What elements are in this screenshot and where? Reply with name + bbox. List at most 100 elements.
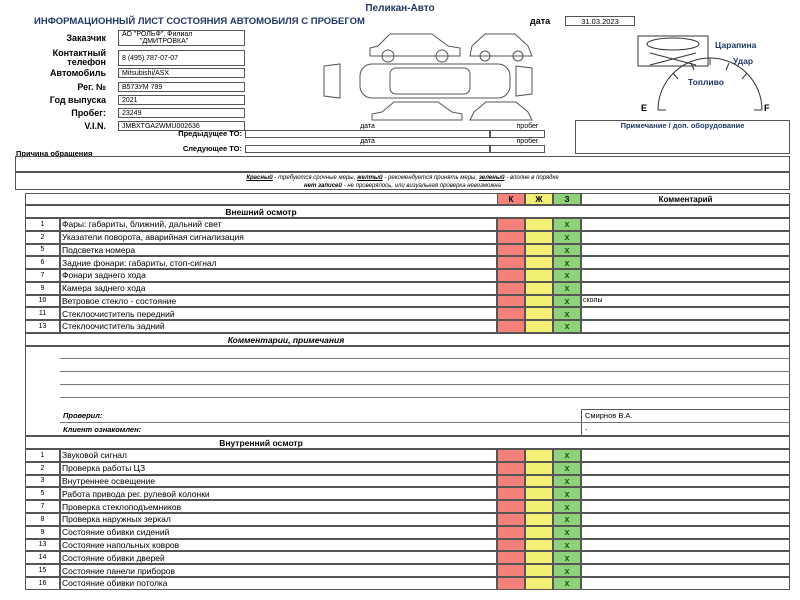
column-header-text: Ж (535, 194, 543, 204)
color-legend-line: Красный - требуются срочные меры, желтый… (15, 174, 790, 182)
status-cell (553, 230, 581, 244)
status-cell (497, 500, 525, 513)
service-date-box (245, 145, 490, 153)
row-item: Внутреннее освещение (62, 475, 156, 486)
legend-text: - требуются срочные меры, (272, 175, 358, 181)
section-header (25, 436, 790, 449)
status-mark: х (564, 475, 570, 486)
status-cell (525, 294, 553, 308)
status-cell (581, 500, 790, 513)
row-item: Стеклоочиститель задний (62, 321, 165, 332)
item-cell (60, 230, 497, 244)
reason-label: Причина обращения (16, 149, 93, 158)
note-title: Примечание / доп. оборудование (620, 120, 745, 130)
client-value: - (585, 425, 588, 434)
row-number: 1 (40, 220, 45, 228)
field-label: Год выпуска (49, 95, 106, 105)
date-label: дата (530, 16, 551, 26)
status-cell (581, 269, 790, 282)
status-cell (581, 294, 790, 308)
status-mark: х (564, 578, 570, 589)
status-mark: х (564, 244, 570, 255)
num-cell (25, 449, 60, 462)
status-cell (553, 461, 581, 475)
num-cell (25, 538, 60, 552)
status-mark: х (564, 308, 570, 319)
checked-label: Проверил: (63, 411, 103, 420)
service-date-label: дата (360, 137, 375, 145)
status-cell (497, 487, 525, 501)
status-mark: х (564, 321, 570, 332)
legend-text: зеленый (478, 175, 505, 181)
status-cell (581, 513, 790, 526)
row-item: Камера заднего хода (62, 283, 146, 294)
row-number: 5 (40, 490, 45, 498)
item-cell (60, 320, 497, 333)
status-mark: х (564, 295, 570, 306)
status-cell (497, 474, 525, 488)
status-mark: х (564, 514, 570, 525)
field-box (118, 82, 245, 92)
column-header-text: З (564, 194, 570, 204)
status-cell (497, 449, 525, 462)
status-cell (525, 449, 553, 462)
item-cell (60, 551, 497, 565)
item-cell (60, 269, 497, 282)
field-value: 8 (495) 787-07-07 (122, 54, 179, 62)
column-header-text: К (508, 194, 514, 204)
row-number: 13 (38, 541, 47, 549)
row-number: 1 (40, 451, 45, 459)
status-cell (553, 307, 581, 320)
field-label: Заказчик (66, 33, 106, 43)
status-cell (497, 538, 525, 552)
status-cell (581, 449, 790, 462)
status-cell (553, 449, 581, 462)
field-box (118, 68, 245, 78)
service-mileage-label: пробег (516, 122, 539, 130)
item-cell (60, 577, 497, 590)
legend-text: - рекомендуется принять меры, (382, 175, 479, 181)
checked-by: Смирнов В.А. (585, 411, 633, 420)
status-cell (497, 525, 525, 539)
comment-line (60, 371, 790, 372)
status-mark: х (564, 488, 570, 499)
status-cell (581, 474, 790, 488)
field-value: 23249 (122, 109, 142, 117)
status-mark: х (564, 232, 570, 243)
item-cell (60, 461, 497, 475)
fuel-full: F (764, 102, 770, 113)
status-cell (497, 269, 525, 282)
status-cell (581, 281, 790, 295)
service-date-label: дата (360, 122, 375, 130)
section-title: Внешний осмотр (225, 206, 297, 217)
status-cell (525, 320, 553, 333)
status-cell (497, 577, 525, 590)
status-mark: х (564, 552, 570, 563)
company: Пеликан-Авто (365, 2, 435, 14)
status-cell (581, 538, 790, 552)
field-label: Рег. № (77, 82, 106, 92)
status-cell (525, 577, 553, 590)
status-cell (497, 551, 525, 565)
comment-line (60, 384, 790, 385)
item-cell (60, 218, 497, 231)
field-box (118, 108, 245, 118)
field-box (118, 30, 245, 46)
legend-box (15, 172, 790, 190)
row-item: Состояние обивки потолка (62, 578, 168, 589)
num-cell (25, 243, 60, 257)
status-cell (553, 218, 581, 231)
status-cell (525, 230, 553, 244)
color-legend-line: нет записей - не проверялось, или визуал… (15, 182, 790, 190)
status-cell (497, 218, 525, 231)
status-mark: х (564, 257, 570, 268)
status-cell (553, 487, 581, 501)
service-label: Предыдущее ТО: (178, 129, 242, 138)
status-mark: х (564, 450, 570, 461)
status-cell (581, 551, 790, 565)
status-cell (581, 307, 790, 320)
service-mileage-label: пробег (516, 137, 539, 145)
row-number: 14 (38, 554, 47, 562)
item-cell (60, 449, 497, 462)
status-mark: х (564, 463, 570, 474)
